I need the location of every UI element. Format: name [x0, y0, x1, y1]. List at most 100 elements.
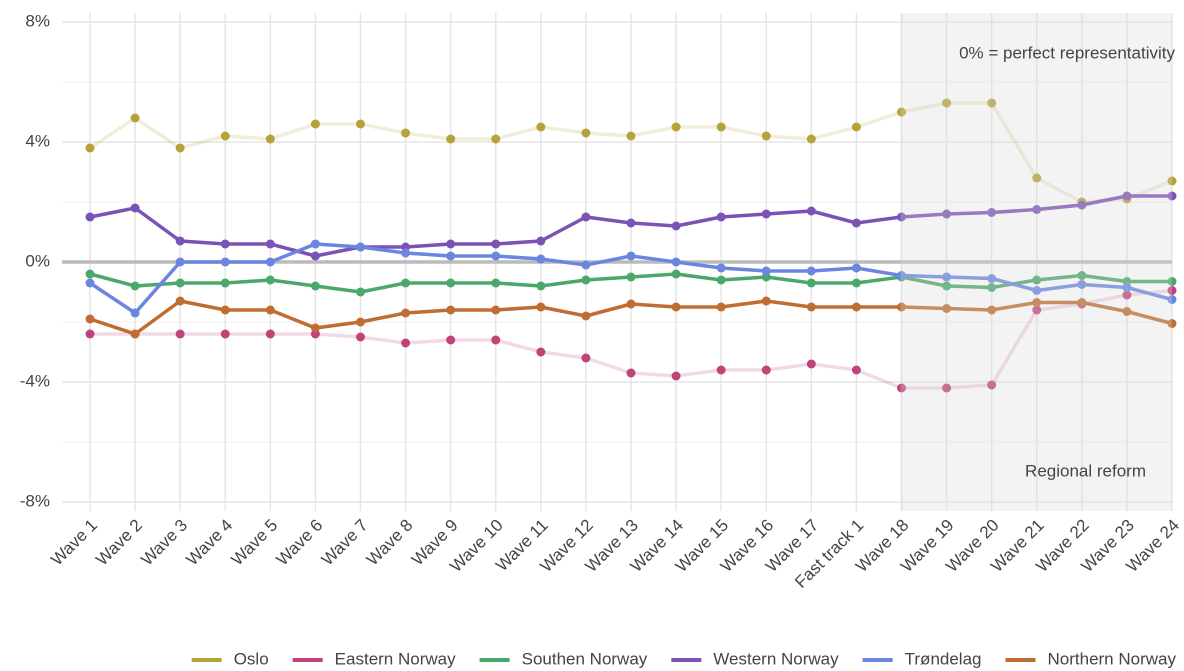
- point: [806, 206, 816, 216]
- point: [626, 251, 636, 261]
- point: [1077, 280, 1087, 289]
- point: [716, 263, 726, 273]
- x-tick-label: Wave 3: [137, 516, 191, 570]
- point: [446, 134, 456, 144]
- point: [1122, 307, 1132, 316]
- legend-label: Eastern Norway: [335, 649, 456, 668]
- x-tick-label: Wave 1: [47, 516, 101, 570]
- point: [806, 278, 816, 288]
- point: [897, 302, 906, 312]
- point: [851, 263, 861, 273]
- point: [265, 329, 275, 339]
- y-tick-label: 4%: [25, 131, 50, 150]
- point: [175, 278, 185, 288]
- point: [761, 365, 771, 375]
- point: [671, 302, 681, 312]
- highlight-region: [900, 13, 1172, 511]
- point: [356, 317, 365, 327]
- point: [671, 371, 681, 381]
- x-tick-label: Wave 2: [92, 516, 146, 570]
- point: [806, 359, 816, 369]
- point: [401, 338, 411, 348]
- point: [761, 131, 771, 141]
- point: [536, 122, 546, 132]
- point: [175, 296, 185, 306]
- point: [265, 275, 275, 285]
- point: [987, 305, 997, 315]
- point: [175, 329, 185, 339]
- legend-label: Oslo: [234, 649, 269, 668]
- legend: Oslo Eastern Norway Southen Norway Western …: [191, 649, 1177, 668]
- point: [310, 281, 320, 291]
- point: [716, 302, 726, 312]
- y-tick-label: -4%: [20, 371, 50, 390]
- point: [942, 272, 952, 282]
- point: [130, 203, 140, 213]
- point: [175, 257, 185, 267]
- point: [716, 212, 726, 222]
- point: [446, 251, 456, 261]
- point: [897, 383, 906, 393]
- point: [942, 383, 952, 393]
- point: [987, 274, 997, 283]
- point: [265, 134, 275, 144]
- point: [85, 143, 95, 153]
- point: [897, 212, 906, 222]
- point: [987, 283, 997, 292]
- point: [446, 239, 456, 249]
- y-tick-label: 8%: [25, 11, 50, 30]
- point: [265, 305, 275, 315]
- point: [1167, 277, 1177, 286]
- point: [987, 380, 997, 390]
- point: [806, 134, 816, 144]
- y-tick-label: 0%: [25, 251, 50, 270]
- point: [1077, 200, 1087, 210]
- point: [671, 257, 681, 267]
- point: [987, 208, 997, 217]
- point: [85, 278, 95, 288]
- point: [356, 287, 365, 297]
- point: [671, 221, 681, 231]
- point: [1077, 271, 1087, 280]
- point: [942, 281, 952, 291]
- point: [536, 254, 546, 264]
- point: [491, 239, 501, 249]
- point: [130, 329, 140, 339]
- point: [942, 98, 952, 108]
- point: [491, 305, 501, 315]
- point: [356, 242, 365, 252]
- point: [581, 260, 591, 270]
- x-tick-label: Wave 8: [363, 516, 417, 570]
- legend-label: Western Norway: [713, 649, 839, 668]
- point: [265, 257, 275, 267]
- point: [581, 128, 591, 138]
- point: [851, 365, 861, 375]
- point: [401, 248, 411, 258]
- point: [265, 239, 275, 249]
- point: [1122, 290, 1132, 300]
- point: [1167, 319, 1177, 328]
- point: [536, 302, 546, 312]
- point: [761, 209, 771, 219]
- point: [942, 304, 952, 313]
- point: [220, 131, 230, 141]
- point: [761, 266, 771, 276]
- point: [491, 251, 501, 261]
- point: [220, 257, 230, 267]
- point: [1032, 305, 1042, 315]
- point: [220, 278, 230, 288]
- point: [446, 305, 456, 315]
- point: [1032, 298, 1042, 307]
- point: [220, 329, 230, 339]
- point: [626, 218, 636, 228]
- point: [220, 239, 230, 249]
- point: [401, 128, 411, 138]
- point: [401, 308, 411, 318]
- legend-label: Northern Norway: [1048, 649, 1177, 668]
- point: [806, 302, 816, 312]
- point: [310, 239, 320, 249]
- point: [626, 131, 636, 141]
- x-tick-label: Wave 7: [318, 516, 372, 570]
- point: [446, 335, 456, 345]
- point: [1032, 205, 1042, 214]
